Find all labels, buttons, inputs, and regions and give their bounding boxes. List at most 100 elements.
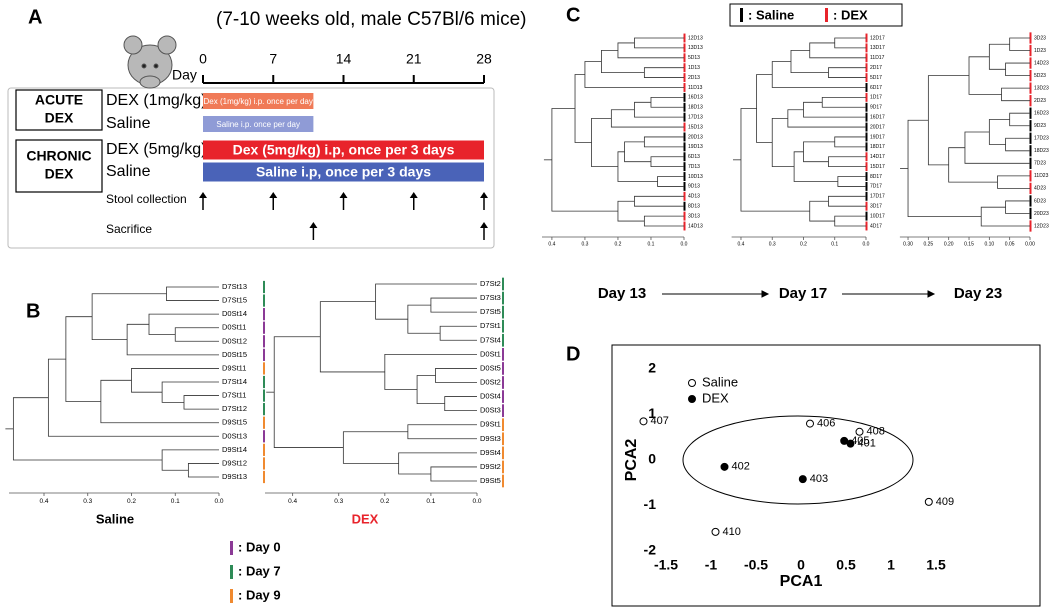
arrow-head xyxy=(480,222,488,228)
leaf-label: 20D23 xyxy=(1034,211,1049,217)
tick-label: 0.0 xyxy=(863,241,870,247)
leaf-group-bar xyxy=(502,333,504,347)
leaf-group-bar xyxy=(1029,107,1032,119)
dendrogram-branch xyxy=(319,301,385,373)
leaf-label: 18D13 xyxy=(688,105,703,111)
dendrogram-branch xyxy=(771,117,795,168)
leaf-group-bar xyxy=(865,191,868,201)
group-label: DEX xyxy=(45,166,74,182)
dendrogram-branch xyxy=(787,109,866,128)
leaf-group-bar xyxy=(683,201,686,211)
legend-marker xyxy=(688,379,696,387)
dendrogram-branch xyxy=(828,67,866,78)
dendrogram-branch xyxy=(650,156,684,168)
data-point xyxy=(720,462,729,471)
dendrogram-branch xyxy=(416,375,445,405)
arrow-head xyxy=(269,192,278,198)
tick-label: 14 xyxy=(336,51,352,67)
leaf-group-bar xyxy=(683,43,686,53)
tick-label: 0.1 xyxy=(171,498,180,505)
leaf-group-bar xyxy=(865,142,868,152)
dendrogram-branch xyxy=(643,67,684,78)
x-tick-label: 1.5 xyxy=(926,557,946,573)
leaf-label: D7St11 xyxy=(222,391,246,400)
leaf-label: D7St13 xyxy=(222,282,247,291)
dendrogram-branch xyxy=(574,74,592,143)
leaf-group-bar xyxy=(683,162,686,172)
leaf-label: D9St13 xyxy=(222,472,247,481)
leaf-group-bar xyxy=(865,162,868,172)
leaf-group-bar xyxy=(683,53,686,63)
leaf-group-bar xyxy=(865,132,868,142)
panel-label: C xyxy=(566,4,580,26)
leaf-label: 2D23 xyxy=(1034,98,1046,104)
point-label: 410 xyxy=(723,526,741,538)
legend-swatch xyxy=(825,8,828,22)
leaf-group-bar xyxy=(865,181,868,191)
group-label: ACUTE xyxy=(35,92,83,108)
tick-label: 0.10 xyxy=(984,241,994,247)
leaf-label: 9D17 xyxy=(870,105,882,111)
dendrogram-branch xyxy=(793,151,838,182)
tick-label: 0.0 xyxy=(472,498,481,505)
leaf-label: D7St5 xyxy=(480,307,501,316)
panel-label: B xyxy=(26,300,40,322)
dendrogram-branch xyxy=(964,131,1030,164)
dendrogram-branch xyxy=(91,293,167,340)
dendrogram-branch xyxy=(803,141,835,163)
event-arrow xyxy=(409,192,418,210)
tree-title: Day 23 xyxy=(954,285,1002,302)
leaf-group-bar xyxy=(1029,220,1032,232)
leaf-label: 5D13 xyxy=(688,55,700,61)
legend-marker xyxy=(688,395,696,403)
leaf-group-bar xyxy=(865,63,868,73)
dendrogram-branch xyxy=(617,200,645,222)
dendrogram-branch xyxy=(1001,87,1030,102)
legend-label: : Day 0 xyxy=(238,539,281,554)
data-point xyxy=(806,419,814,428)
tick-label: 0.4 xyxy=(39,498,48,505)
data-point xyxy=(855,427,864,436)
leaf-label: 4D23 xyxy=(1034,186,1046,192)
bar-text: Saline i.p, once per 3 days xyxy=(256,164,431,180)
dendrogram-branch xyxy=(1005,200,1030,214)
tree-title: Saline xyxy=(96,511,134,526)
leaf-group-bar xyxy=(683,181,686,191)
leaf-group-bar xyxy=(865,172,868,181)
arrow-head xyxy=(409,192,418,198)
dendrogram-branch xyxy=(435,368,477,383)
leaf-group-bar xyxy=(865,33,868,43)
leaf-group-bar xyxy=(502,291,504,305)
leaf-label: 6D23 xyxy=(1034,198,1046,204)
dendrogram-branch xyxy=(584,61,684,88)
leaf-group-bar xyxy=(683,92,686,102)
leaf-group-bar xyxy=(263,443,265,456)
dendrogram-branch xyxy=(809,200,835,222)
leaf-group-bar xyxy=(865,201,868,211)
bar-text: Saline i.p. once per day xyxy=(216,120,300,129)
dendrogram-branch xyxy=(828,156,866,168)
leaf-label: 10D17 xyxy=(870,213,885,219)
leaf-label: D0St5 xyxy=(480,363,501,372)
legend-swatch xyxy=(230,541,233,555)
leaf-label: 14D23 xyxy=(1034,60,1049,66)
leaf-group-bar xyxy=(683,191,686,201)
x-tick-label: -0.5 xyxy=(744,557,768,573)
leaf-label: D7St12 xyxy=(222,404,247,413)
point-label: 407 xyxy=(651,415,669,427)
leaf-group-bar xyxy=(865,83,868,92)
dendrogram-branch xyxy=(834,215,866,227)
leaf-group-bar xyxy=(865,221,868,231)
leaf-label: D9St11 xyxy=(222,363,246,372)
dendrogram-branch xyxy=(407,304,441,334)
leaf-group-bar xyxy=(1029,132,1032,144)
event-arrow xyxy=(480,192,488,210)
dendrogram-branch xyxy=(12,397,163,461)
leaf-label: 6D13 xyxy=(688,154,700,160)
leaf-group-bar xyxy=(1029,32,1032,44)
leaf-label: D7St2 xyxy=(480,279,501,288)
tick-label: 0.3 xyxy=(769,241,776,247)
tick-label: 7 xyxy=(269,51,277,67)
dendrogram-branch xyxy=(643,215,684,227)
